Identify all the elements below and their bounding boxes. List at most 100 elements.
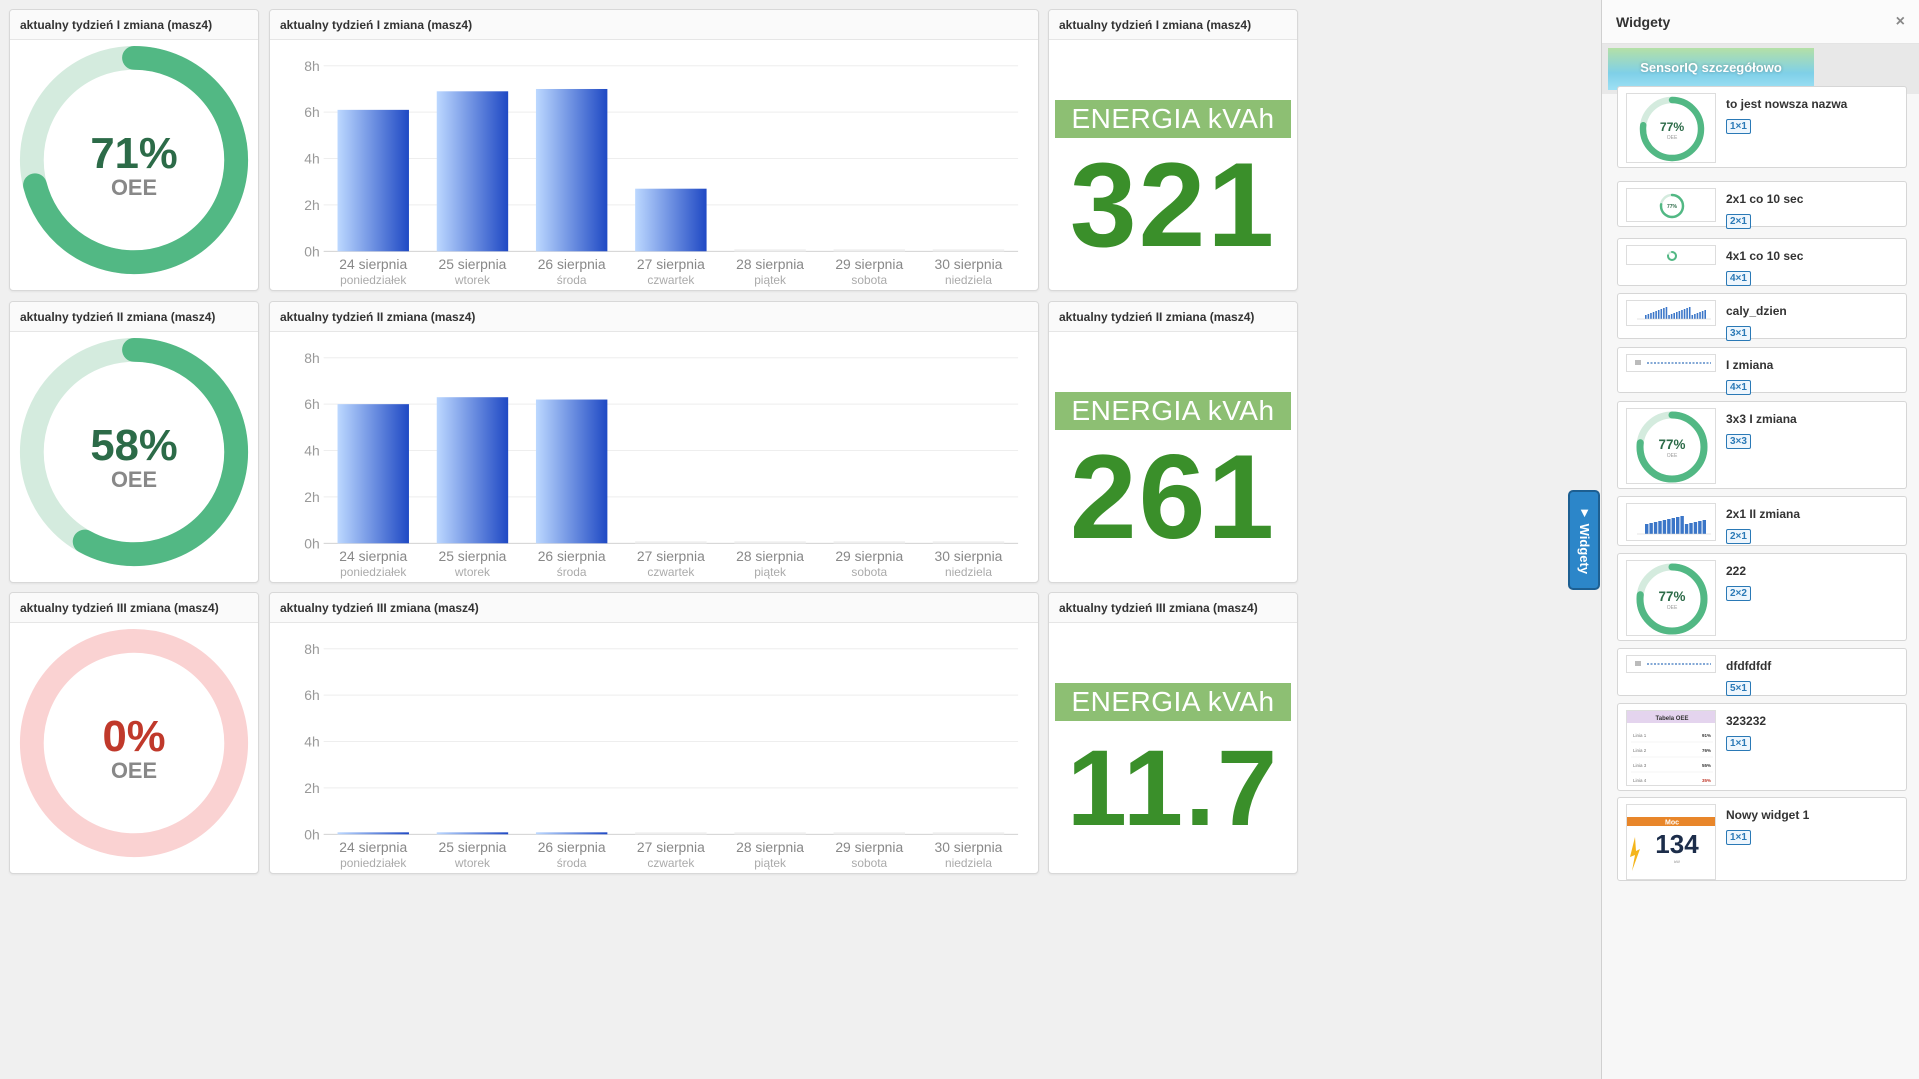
energy-card[interactable]: aktualny tydzień II zmiana (masz4) ENERGI… — [1048, 301, 1298, 583]
bar[interactable] — [833, 249, 905, 252]
thumbnail-svg: Tabela OEE Linia 1 91% Linia 2 76% Linia 3 55%… — [1627, 711, 1715, 783]
card-title: aktualny tydzień II zmiana (masz4) — [10, 302, 258, 332]
bar[interactable] — [436, 397, 509, 544]
oee-gauge-card[interactable]: aktualny tydzień III zmiana (masz4) 0% OEE — [9, 592, 259, 874]
bar[interactable] — [635, 188, 707, 252]
y-tick-label: 6h — [304, 396, 319, 412]
x-tick-sublabel: czwartek — [647, 273, 694, 287]
bar[interactable] — [833, 541, 905, 544]
oee-gauge-card[interactable]: aktualny tydzień II zmiana (masz4) 58% OEE — [9, 301, 259, 583]
widget-list-item[interactable]: dfdfdfdf 5×1 — [1617, 648, 1907, 696]
energy-label: ENERGIA kVAh — [1055, 100, 1291, 138]
bar[interactable] — [535, 832, 608, 835]
x-tick-sublabel: sobota — [851, 856, 887, 870]
widget-list-item[interactable]: Moc 134 kW Nowy widget 1 1×1 — [1617, 797, 1907, 881]
bar[interactable] — [734, 541, 806, 544]
thumbnail-row-value: 35% — [1702, 778, 1711, 783]
oee-gauge: 71% OEE — [10, 40, 258, 290]
x-tick-sublabel: piątek — [754, 565, 786, 579]
thumbnail-percent: 77% — [1660, 120, 1685, 134]
bar[interactable] — [734, 249, 806, 252]
energy-card[interactable]: aktualny tydzień I zmiana (masz4) ENERGIA… — [1048, 9, 1298, 291]
bar[interactable] — [436, 91, 509, 252]
widget-thumbnail — [1626, 245, 1716, 265]
bar[interactable] — [337, 109, 409, 252]
bar[interactable] — [436, 832, 509, 835]
widget-size-badge: 3×1 — [1726, 326, 1751, 341]
bar[interactable] — [635, 541, 707, 544]
x-tick-label: 24 sierpnia — [339, 548, 407, 564]
energy-value: 11.7 — [1066, 727, 1280, 848]
widgets-panel: Widgety × SensorIQ szczegółowo 77% OEE to … — [1601, 0, 1919, 1079]
sensoriq-banner[interactable]: SensorIQ szczegółowo — [1602, 44, 1919, 94]
energy-body: ENERGIA kVAh 261 — [1049, 332, 1297, 582]
energy-card[interactable]: aktualny tydzień III zmiana (masz4) ENERG… — [1048, 592, 1298, 874]
widget-list-item[interactable]: 4x1 co 10 sec 4×1 — [1617, 238, 1907, 286]
card-title: aktualny tydzień I zmiana (masz4) — [270, 10, 1038, 40]
y-tick-label: 4h — [304, 443, 319, 459]
thumbnail-svg — [1637, 307, 1711, 320]
bar[interactable] — [932, 541, 1005, 544]
widgets-toggle-tab[interactable]: ▼ Widgety — [1568, 490, 1600, 590]
x-tick-label: 26 sierpnia — [538, 839, 606, 855]
x-tick-sublabel: poniedziałek — [340, 565, 406, 579]
x-tick-sublabel: wtorek — [454, 565, 490, 579]
widget-thumbnail: 77% OEE — [1626, 93, 1716, 163]
thumbnail-title: Moc — [1665, 820, 1679, 827]
thumbnail-row-label: Linia 1 — [1633, 733, 1647, 738]
widget-list-item[interactable]: caly_dzien 3×1 — [1617, 293, 1907, 341]
bar[interactable] — [932, 832, 1005, 835]
x-tick-sublabel: środa — [557, 565, 587, 579]
bar[interactable] — [833, 832, 905, 835]
card-title: aktualny tydzień I zmiana (masz4) — [10, 10, 258, 40]
bar[interactable] — [535, 399, 608, 544]
oee-gauge-card[interactable]: aktualny tydzień I zmiana (masz4) 71% OEE — [9, 9, 259, 291]
thumbnail-svg — [1637, 516, 1711, 535]
widget-size-badge: 1×1 — [1726, 736, 1751, 751]
widget-name: 4x1 co 10 sec — [1726, 249, 1804, 263]
weekly-bar-chart-card[interactable]: aktualny tydzień I zmiana (masz4) 0h 2h 4h 6… — [269, 9, 1039, 291]
x-tick-label: 30 sierpnia — [935, 256, 1003, 272]
widget-thumbnail: Tabela OEE Linia 1 91% Linia 2 76% Linia 3 55%… — [1626, 710, 1716, 786]
card-title: aktualny tydzień II zmiana (masz4) — [270, 302, 1038, 332]
widget-list-item[interactable]: I zmiana 4×1 — [1617, 347, 1907, 395]
bar[interactable] — [932, 249, 1005, 252]
widget-list-item[interactable]: 77% OEE 3x3 I zmiana 3×3 — [1617, 401, 1907, 489]
bar-chart: 0h 2h 4h 6h 8h 24 sierpnia poniedziałek 25 sier… — [270, 332, 1038, 582]
x-tick-sublabel: piątek — [754, 856, 786, 870]
dashboard-grid: aktualny tydzień I zmiana (masz4) 71% OEE a… — [9, 9, 1298, 874]
y-tick-label: 4h — [304, 151, 319, 167]
widget-list-item[interactable]: 77% OEE to jest nowsza nazwa 1×1 — [1617, 86, 1907, 168]
thumbnail-svg — [1635, 661, 1711, 666]
x-tick-label: 27 sierpnia — [637, 548, 705, 564]
widget-name: 2x1 II zmiana — [1726, 507, 1801, 521]
x-tick-label: 24 sierpnia — [339, 256, 407, 272]
x-tick-label: 29 sierpnia — [835, 548, 903, 564]
x-tick-sublabel: sobota — [851, 273, 887, 287]
widgets-panel-title: Widgety — [1616, 14, 1671, 30]
close-icon[interactable]: × — [1895, 13, 1905, 30]
y-tick-label: 8h — [304, 350, 319, 366]
energy-label: ENERGIA kVAh — [1055, 392, 1291, 430]
widget-list-item[interactable]: 77% 2x1 co 10 sec 2×1 — [1617, 181, 1907, 229]
bar[interactable] — [535, 88, 608, 252]
y-tick-label: 0h — [304, 535, 319, 551]
widget-list-item[interactable]: 77% OEE 222 2×2 — [1617, 553, 1907, 641]
weekly-bar-chart-card[interactable]: aktualny tydzień III zmiana (masz4) 0h 2h 4… — [269, 592, 1039, 874]
x-tick-label: 28 sierpnia — [736, 256, 804, 272]
weekly-bar-chart-card[interactable]: aktualny tydzień II zmiana (masz4) 0h 2h 4h… — [269, 301, 1039, 583]
x-tick-label: 28 sierpnia — [736, 839, 804, 855]
widget-list-item[interactable]: Tabela OEE Linia 1 91% Linia 2 76% Linia 3 55%… — [1617, 703, 1907, 791]
thumbnail-svg: 77% — [1659, 193, 1685, 219]
bar[interactable] — [635, 832, 707, 835]
bar[interactable] — [337, 404, 409, 544]
thumbnail-svg — [1635, 360, 1711, 365]
widget-size-badge: 2×1 — [1726, 529, 1751, 544]
x-tick-sublabel: niedziela — [945, 856, 992, 870]
widget-list-item[interactable]: 2x1 II zmiana 2×1 — [1617, 496, 1907, 546]
widget-thumbnail: 77% — [1626, 188, 1716, 222]
bar[interactable] — [734, 832, 806, 835]
bar[interactable] — [337, 832, 409, 835]
